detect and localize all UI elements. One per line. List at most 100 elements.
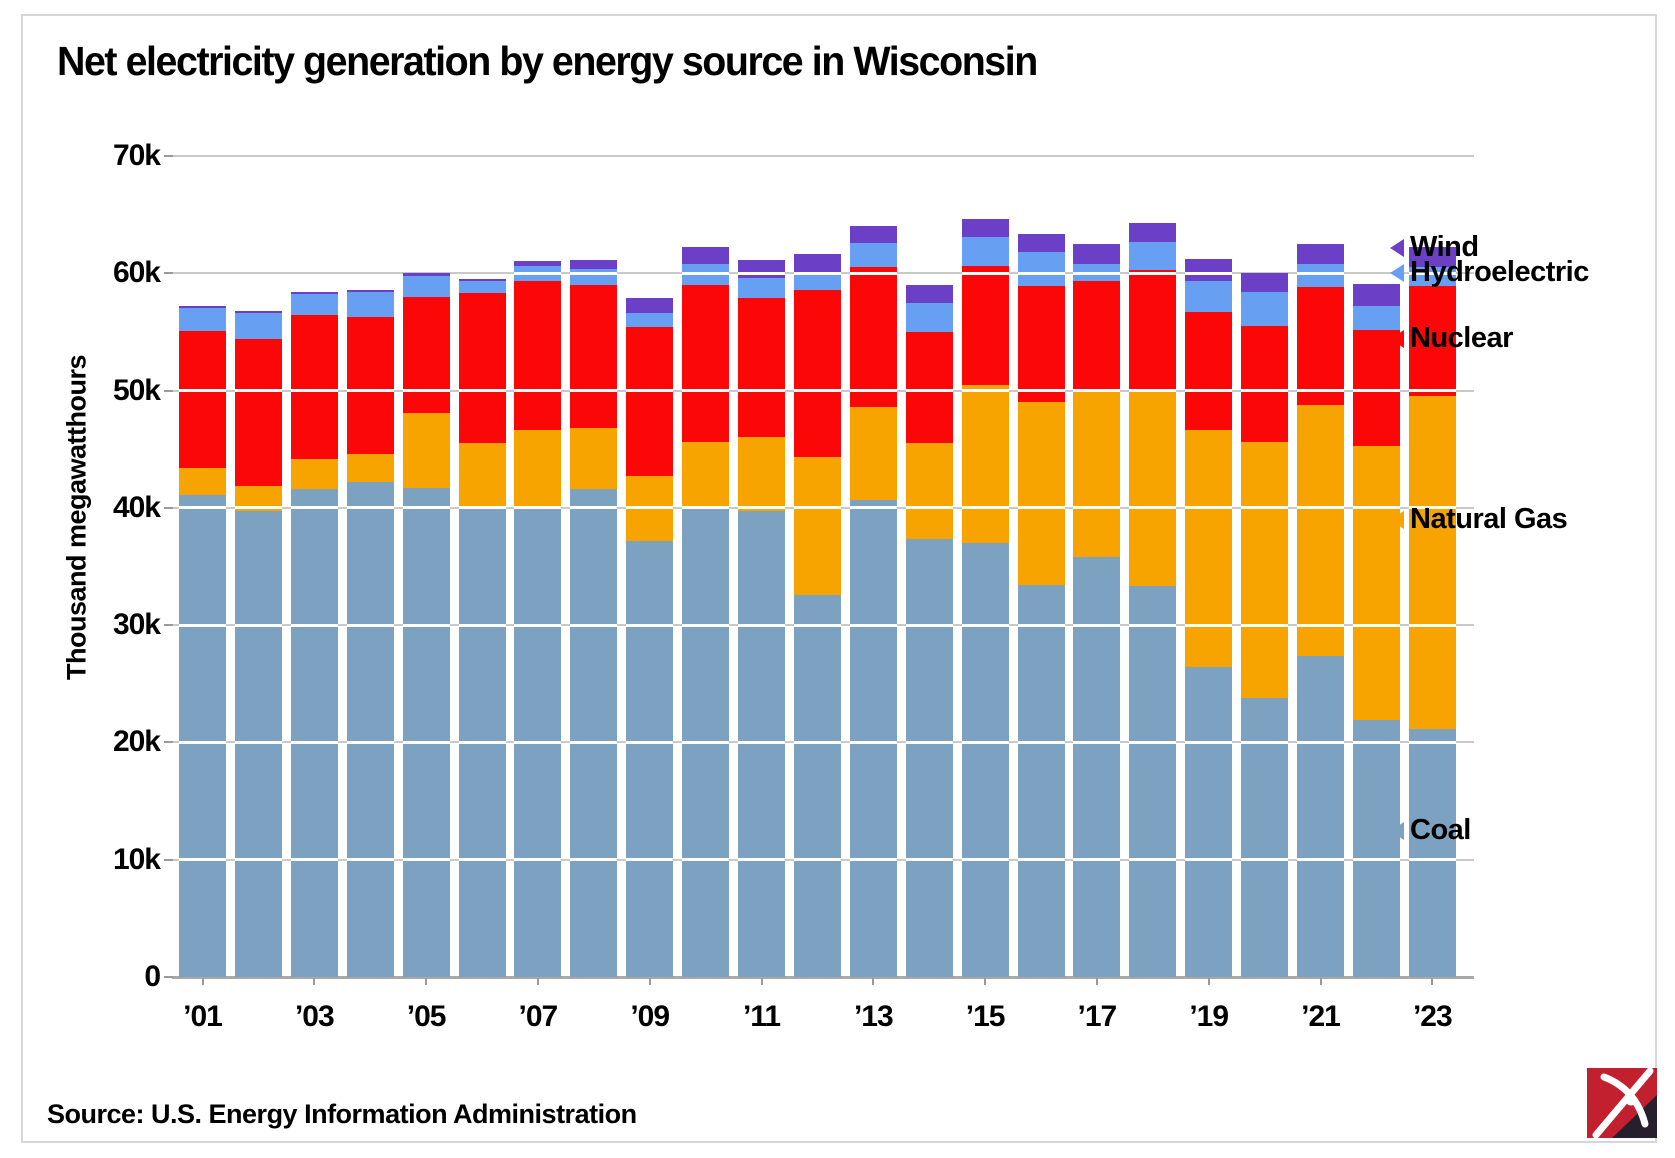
segment-hydroelectric-2006	[458, 281, 506, 294]
bar-gridline-stripe	[179, 858, 226, 862]
bar-gridline-stripe	[458, 858, 506, 862]
bar-gridline-stripe	[626, 858, 674, 862]
segment-wind-2005	[402, 273, 450, 276]
bar-2011	[738, 260, 785, 977]
segment-coal-2001	[179, 494, 226, 977]
segment-natural-gas-2015	[961, 384, 1009, 543]
x-tick-2021	[1319, 978, 1322, 985]
publisher-pickaxe-logo-icon	[1587, 1067, 1657, 1139]
bar-gridline-stripe	[402, 740, 450, 744]
bar-gridline-stripe	[793, 388, 841, 392]
chart-title: Net electricity generation by energy sou…	[57, 38, 1038, 84]
bar-2022	[1352, 283, 1400, 977]
bar-gridline-stripe	[1129, 271, 1177, 275]
bar-gridline-stripe	[1241, 506, 1289, 510]
segment-hydroelectric-2022	[1352, 306, 1400, 330]
bar-gridline-stripe	[290, 740, 338, 744]
bar-gridline-stripe	[458, 623, 506, 627]
bar-gridline-stripe	[1129, 388, 1177, 392]
y-tick-60k	[164, 272, 173, 275]
bar-gridline-stripe	[849, 506, 897, 510]
bar-2015	[961, 219, 1009, 977]
x-tick-2005	[425, 978, 428, 985]
segment-nuclear-2020	[1241, 325, 1289, 443]
segment-nuclear-2018	[1129, 269, 1177, 390]
bar-gridline-stripe	[1017, 623, 1065, 627]
y-tick-40k	[164, 506, 173, 509]
bar-gridline-stripe	[514, 388, 562, 392]
bar-gridline-stripe	[626, 740, 674, 744]
bar-gridline-stripe	[793, 506, 841, 510]
bar-gridline-stripe	[290, 388, 338, 392]
segment-nuclear-2013	[849, 267, 897, 407]
segment-coal-2008	[570, 489, 618, 977]
y-tick-30k	[164, 624, 173, 627]
bar-gridline-stripe	[1073, 740, 1121, 744]
legend-item-hydroelectric: Hydroelectric	[1390, 258, 1589, 287]
x-tick-2011	[760, 978, 763, 985]
bar-gridline-stripe	[179, 506, 226, 510]
segment-hydroelectric-2020	[1241, 291, 1289, 326]
bar-gridline-stripe	[1185, 271, 1233, 275]
segment-natural-gas-2010	[682, 442, 730, 509]
bar-gridline-stripe	[346, 388, 394, 392]
segment-nuclear-2021	[1297, 287, 1344, 405]
bar-gridline-stripe	[290, 858, 338, 862]
bar-gridline-stripe	[1129, 858, 1177, 862]
segment-wind-2006	[458, 279, 506, 282]
bar-gridline-stripe	[290, 506, 338, 510]
segment-wind-2021	[1297, 243, 1344, 264]
bar-gridline-stripe	[1297, 740, 1344, 744]
segment-wind-2001	[179, 306, 226, 309]
segment-coal-2005	[402, 487, 450, 977]
bar-gridline-stripe	[1073, 623, 1121, 627]
bar-gridline-stripe	[738, 271, 785, 275]
bar-gridline-stripe	[1408, 388, 1456, 392]
segment-coal-2021	[1297, 655, 1344, 977]
segment-nuclear-2012	[793, 289, 841, 458]
segment-coal-2017	[1073, 557, 1121, 977]
segment-natural-gas-2008	[570, 428, 618, 490]
bar-2001	[179, 306, 226, 977]
bar-gridline-stripe	[626, 388, 674, 392]
x-axis-baseline	[172, 976, 1474, 979]
segment-nuclear-2004	[346, 316, 394, 454]
bar-2018	[1129, 222, 1177, 977]
bar-gridline-stripe	[905, 623, 953, 627]
segment-hydroelectric-2018	[1129, 241, 1177, 270]
y-tick-label-0: 0	[144, 960, 161, 993]
bar-gridline-stripe	[1297, 506, 1344, 510]
segment-coal-2022	[1352, 720, 1400, 977]
bar-gridline-stripe	[514, 623, 562, 627]
x-tick-label-2011: ’11	[742, 1000, 781, 1033]
bar-gridline-stripe	[961, 388, 1009, 392]
bar-2013	[849, 226, 897, 977]
bar-gridline-stripe	[1241, 858, 1289, 862]
bar-gridline-stripe	[905, 858, 953, 862]
segment-coal-2015	[961, 542, 1009, 977]
segment-wind-2010	[682, 247, 730, 264]
bar-2020	[1241, 273, 1289, 977]
bar-gridline-stripe	[961, 740, 1009, 744]
segment-natural-gas-2011	[738, 437, 785, 512]
x-tick-2023	[1431, 978, 1434, 985]
y-tick-label-20k: 20k	[112, 725, 161, 759]
segment-natural-gas-2022	[1352, 445, 1400, 721]
segment-coal-2019	[1185, 667, 1233, 977]
bar-2006	[458, 279, 506, 977]
bar-gridline-stripe	[849, 623, 897, 627]
bar-gridline-stripe	[849, 388, 897, 392]
bar-gridline-stripe	[738, 858, 785, 862]
bar-gridline-stripe	[1352, 623, 1400, 627]
segment-nuclear-2015	[961, 266, 1009, 385]
bar-gridline-stripe	[570, 623, 618, 627]
bar-gridline-stripe	[1297, 271, 1344, 275]
segment-natural-gas-2007	[514, 430, 562, 508]
bar-gridline-stripe	[682, 740, 730, 744]
x-tick-label-2019: ’19	[1189, 1000, 1229, 1033]
segment-coal-2013	[849, 499, 897, 977]
bar-gridline-stripe	[682, 623, 730, 627]
segment-hydroelectric-2005	[402, 275, 450, 297]
bar-gridline-stripe	[1129, 740, 1177, 744]
